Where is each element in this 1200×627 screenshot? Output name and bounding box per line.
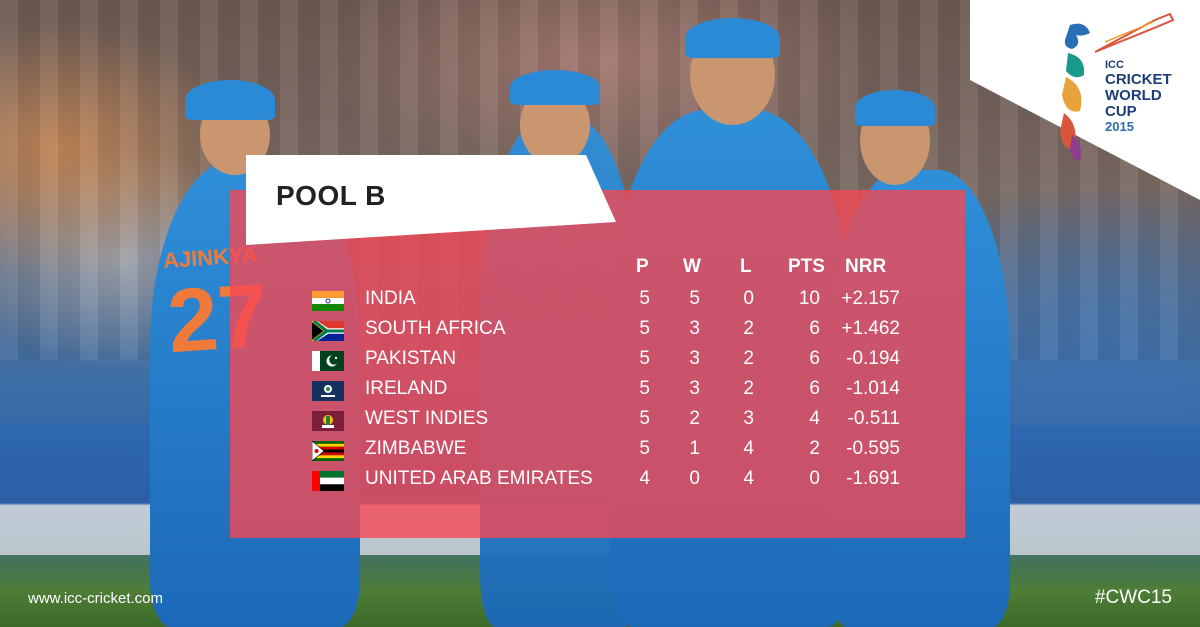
table-row: PAKISTAN 5 3 2 6 -0.194 [300, 346, 920, 376]
lost-value: 3 [743, 408, 754, 429]
table-row: INDIA 5 5 0 10 +2.157 [300, 286, 920, 316]
ireland-cricket-flag-icon [312, 381, 344, 401]
lost-value: 4 [743, 438, 754, 459]
logo-year: 2015 [1105, 119, 1134, 134]
team-name: ZIMBABWE [365, 438, 467, 459]
player-cap [185, 80, 275, 120]
pakistan-flag-icon [312, 351, 344, 371]
team-name: WEST INDIES [365, 408, 489, 429]
nrr-value: +2.157 [841, 288, 900, 309]
zimbabwe-flag-icon [312, 441, 344, 461]
points-value: 4 [809, 408, 820, 429]
header-points: PTS [788, 256, 825, 277]
website-url[interactable]: www.icc-cricket.com [28, 590, 164, 607]
player-cap [510, 70, 600, 105]
header-won: W [683, 256, 701, 277]
nrr-value: -1.691 [846, 468, 900, 489]
played-value: 5 [639, 408, 650, 429]
hashtag: #CWC15 [1094, 587, 1172, 608]
west-indies-flag-icon [312, 411, 344, 431]
player-cap [855, 90, 935, 126]
standings-panel [230, 190, 965, 538]
won-value: 0 [689, 468, 700, 489]
played-value: 4 [639, 468, 650, 489]
team-name: INDIA [365, 288, 416, 309]
team-name: PAKISTAN [365, 348, 457, 369]
won-value: 2 [689, 408, 700, 429]
points-value: 2 [809, 438, 820, 459]
logo-icc: ICC [1105, 59, 1124, 71]
table-row: IRELAND 5 3 2 6 -1.014 [300, 376, 920, 406]
points-value: 6 [809, 378, 820, 399]
won-value: 3 [689, 348, 700, 369]
played-value: 5 [639, 318, 650, 339]
team-name: IRELAND [365, 378, 448, 399]
played-value: 5 [639, 378, 650, 399]
logo-cricket: CRICKET [1105, 71, 1172, 88]
logo-world: WORLD [1105, 87, 1162, 104]
won-value: 5 [689, 288, 700, 309]
table-row: SOUTH AFRICA 5 3 2 6 +1.462 [300, 316, 920, 346]
won-value: 1 [689, 438, 700, 459]
won-value: 3 [689, 378, 700, 399]
table-row: ZIMBABWE 5 1 4 2 -0.595 [300, 436, 920, 466]
played-value: 5 [639, 438, 650, 459]
logo-cup: CUP [1105, 103, 1137, 120]
points-value: 6 [809, 318, 820, 339]
nrr-value: -0.511 [847, 408, 900, 429]
header-played: P [636, 256, 649, 277]
lost-value: 2 [743, 318, 754, 339]
uae-flag-icon [312, 471, 344, 491]
table-row: WEST INDIES 5 2 3 4 -0.511 [300, 406, 920, 436]
pool-title: POOL B [276, 180, 386, 211]
nrr-value: -1.014 [846, 378, 900, 399]
lost-value: 2 [743, 378, 754, 399]
lost-value: 2 [743, 348, 754, 369]
table-row: UNITED ARAB EMIRATES 4 0 4 0 -1.691 [300, 466, 920, 496]
player-cap [685, 18, 780, 58]
cricket-bat-icon [1095, 12, 1175, 53]
cwc-batsman-logo-icon [1060, 23, 1090, 161]
header-lost: L [740, 256, 752, 277]
lost-value: 4 [743, 468, 754, 489]
lost-value: 0 [743, 288, 754, 309]
team-name: SOUTH AFRICA [365, 318, 506, 339]
header-nrr: NRR [845, 256, 887, 277]
logo-corner-background [970, 0, 1200, 200]
points-value: 10 [798, 288, 820, 309]
india-flag-icon [312, 291, 344, 311]
south-africa-flag-icon [312, 321, 344, 341]
won-value: 3 [689, 318, 700, 339]
nrr-value: -0.595 [846, 438, 900, 459]
played-value: 5 [639, 348, 650, 369]
nrr-value: +1.462 [841, 318, 900, 339]
title-tab [246, 155, 616, 245]
points-value: 0 [809, 468, 820, 489]
team-name: UNITED ARAB EMIRATES [365, 468, 593, 489]
points-value: 6 [809, 348, 820, 369]
nrr-value: -0.194 [846, 348, 900, 369]
played-value: 5 [639, 288, 650, 309]
